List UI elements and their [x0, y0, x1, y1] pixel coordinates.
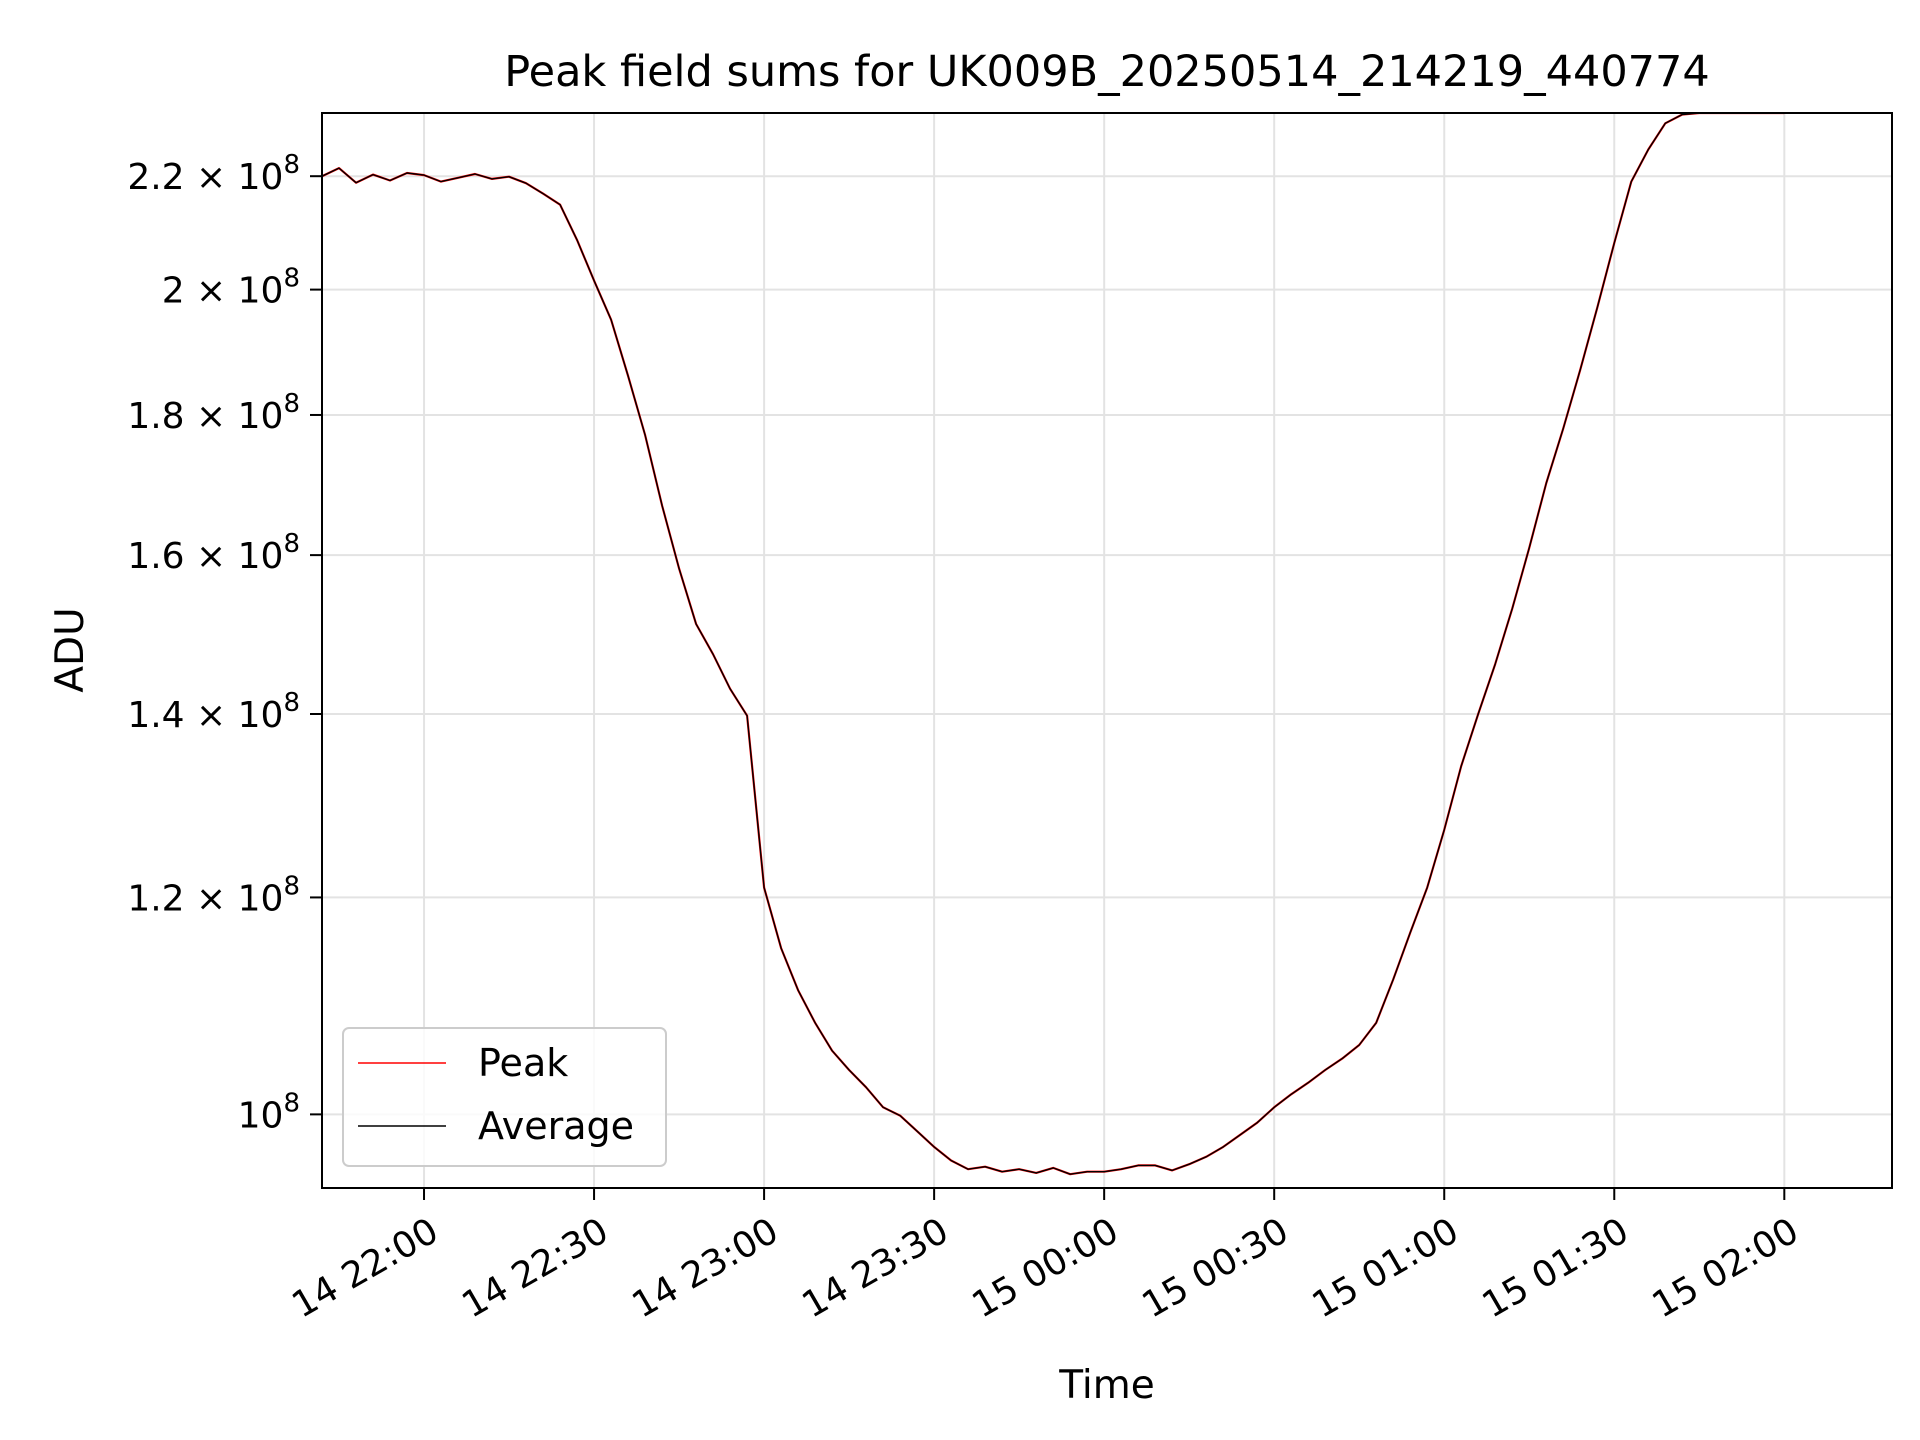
plot-area — [322, 113, 1785, 1176]
y-axis-label: ADU — [48, 607, 93, 692]
y-tick-exponent: 8 — [283, 688, 300, 718]
y-tick-label: 1.2 × 108 — [127, 871, 300, 919]
legend-peak-label: Peak — [478, 1041, 568, 1085]
legend: Peak Average — [342, 1027, 667, 1167]
y-tick-label: 1.8 × 108 — [127, 389, 300, 437]
y-tick-label: 108 — [238, 1088, 300, 1136]
chart-title: Peak field sums for UK009B_20250514_2142… — [504, 47, 1710, 97]
y-tick-exponent: 8 — [283, 871, 300, 901]
y-tick-label: 2 × 108 — [162, 264, 300, 312]
y-tick-exponent: 8 — [283, 264, 300, 294]
y-tick-base: 1.2 × 10 — [127, 878, 283, 919]
y-tick-exponent: 8 — [283, 1088, 300, 1118]
grid — [322, 113, 1892, 1188]
y-tick-exponent: 8 — [283, 150, 300, 180]
y-tick-base: 1.6 × 10 — [127, 536, 283, 577]
series-line-average — [322, 113, 1785, 1175]
y-tick-label: 1.6 × 108 — [127, 529, 300, 577]
plot-frame — [321, 112, 1893, 1189]
y-tick-base: 2 × 10 — [162, 271, 284, 312]
y-tick-exponent: 8 — [283, 389, 300, 419]
x-axis-label: Time — [1058, 1363, 1154, 1408]
y-tick-base: 1.8 × 10 — [127, 396, 283, 437]
y-tick-base: 10 — [238, 1095, 284, 1136]
y-tick-label: 1.4 × 108 — [127, 688, 300, 736]
legend-average-label: Average — [478, 1104, 634, 1148]
y-tick-base: 1.4 × 10 — [127, 695, 283, 736]
y-tick-base: 2.2 × 10 — [127, 157, 283, 198]
y-tick-exponent: 8 — [283, 529, 300, 559]
y-tick-label: 2.2 × 108 — [127, 150, 300, 198]
